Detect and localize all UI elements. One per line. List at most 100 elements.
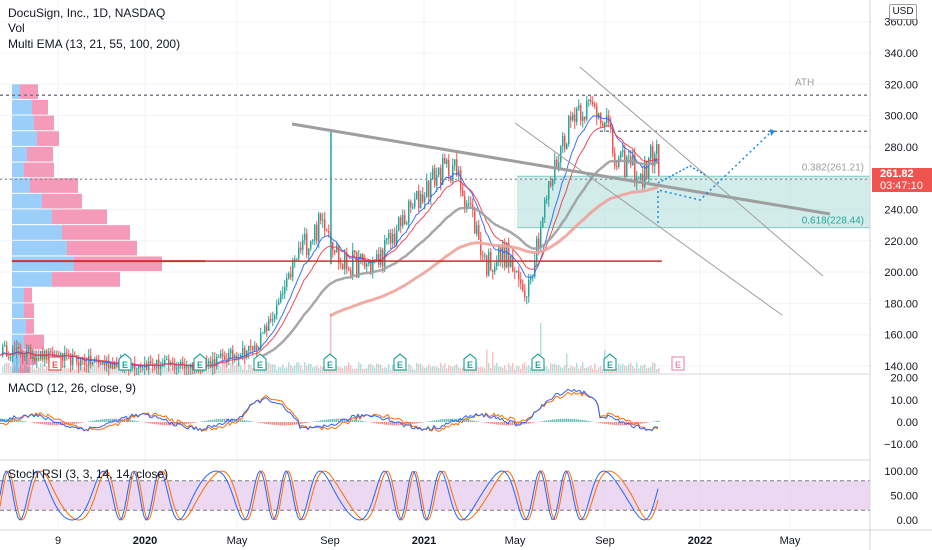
- volume-bar: [594, 363, 596, 373]
- volume-bar: [286, 367, 288, 373]
- volume-bar: [292, 367, 294, 373]
- volume-bar: [624, 365, 626, 373]
- earnings-letter: E: [607, 360, 613, 370]
- y-tick-label: 340.00: [884, 48, 918, 60]
- candle-body: [326, 230, 328, 232]
- macd-histogram-bar: [484, 422, 486, 423]
- volume-bar: [580, 366, 582, 373]
- candle-body: [624, 150, 626, 177]
- earnings-badge: [118, 353, 132, 371]
- candle-body: [4, 345, 6, 347]
- macd-histogram-bar: [416, 422, 418, 424]
- candle-body: [266, 326, 268, 331]
- fib-618-label: 0.618(228.44): [802, 216, 864, 227]
- vp-row-down: [62, 225, 130, 240]
- volume-bar: [288, 362, 290, 373]
- candle-body: [650, 146, 652, 159]
- macd-histogram-bar: [444, 419, 446, 422]
- volume-bar: [452, 366, 454, 373]
- candle-body: [74, 354, 76, 356]
- macd-histogram-bar: [608, 422, 610, 425]
- volume-bar: [44, 369, 46, 373]
- macd-histogram-bar: [166, 422, 168, 426]
- macd-histogram-bar: [580, 419, 582, 422]
- stoch-tick-label: 0.00: [897, 515, 918, 527]
- macd-histogram-bar: [546, 420, 548, 422]
- candle-body: [558, 162, 560, 169]
- volume-bar: [398, 369, 400, 373]
- volume-bar: [248, 364, 250, 373]
- y-tick-label: 320.00: [884, 79, 918, 91]
- candle-body: [410, 201, 412, 208]
- candle-body: [230, 349, 232, 354]
- macd-histogram-bar: [214, 419, 216, 422]
- volume-bar: [646, 368, 648, 373]
- volume-bar: [622, 363, 624, 373]
- candle-body: [512, 255, 514, 272]
- candle-body: [8, 356, 10, 358]
- candle-body: [432, 168, 434, 180]
- volume-bar: [234, 365, 236, 373]
- volume-bar: [162, 362, 164, 373]
- macd-histogram-bar: [502, 422, 504, 426]
- candle-body: [422, 194, 424, 202]
- macd-histogram-bar: [240, 419, 242, 422]
- macd-histogram-bar: [622, 422, 624, 426]
- macd-histogram-bar: [266, 422, 268, 424]
- candle-body: [76, 355, 78, 363]
- candle-body: [466, 203, 468, 208]
- volume-bar: [482, 367, 484, 373]
- macd-histogram-bar: [156, 422, 158, 425]
- earnings-letter: E: [675, 360, 681, 370]
- candle-body: [578, 105, 580, 109]
- volume-bar: [48, 369, 50, 373]
- candle-body: [534, 260, 536, 277]
- candle-body: [360, 253, 362, 257]
- projection-long: [657, 132, 771, 223]
- candle-body: [278, 302, 280, 305]
- candle-body: [488, 252, 490, 276]
- macd-histogram-bar: [36, 422, 38, 424]
- macd-histogram-bar: [364, 421, 366, 422]
- candle-body: [588, 99, 590, 101]
- macd-histogram-bar: [64, 422, 66, 426]
- macd-histogram-bar: [356, 420, 358, 422]
- macd-histogram-bar: [306, 422, 308, 423]
- candle-body: [276, 304, 278, 316]
- macd-histogram-bar: [372, 422, 374, 423]
- macd-histogram-bar: [524, 422, 526, 425]
- volume-bar: [294, 365, 296, 373]
- volume-bar: [230, 362, 232, 373]
- candle-body: [304, 233, 306, 240]
- macd-histogram-bar: [388, 422, 390, 426]
- macd-histogram-bar: [418, 422, 420, 424]
- earnings-marker: E: [393, 353, 407, 371]
- macd-histogram-bar: [274, 422, 276, 425]
- earnings-badge: [48, 356, 62, 371]
- vp-row-up: [12, 193, 42, 209]
- currency-badge[interactable]: USD: [889, 4, 917, 20]
- macd-histogram-bar: [246, 420, 248, 422]
- volume-bar: [456, 364, 458, 373]
- macd-histogram-bar: [476, 421, 478, 422]
- candle-body: [412, 206, 414, 208]
- macd-histogram-bar: [232, 418, 234, 422]
- macd-histogram-bar: [146, 422, 148, 423]
- vp-row-up: [12, 146, 27, 162]
- volume-bar: [10, 366, 12, 373]
- candle-body: [328, 231, 330, 233]
- candle-body: [576, 108, 578, 123]
- volume-bar: [620, 365, 622, 373]
- volume-bar: [390, 369, 392, 373]
- volume-bar: [562, 367, 564, 373]
- candle-body: [184, 364, 186, 369]
- macd-histogram-bar: [474, 420, 476, 422]
- candle-body: [542, 217, 544, 228]
- volume-bar: [650, 366, 652, 373]
- macd-histogram-bar: [562, 418, 564, 422]
- volume-bar: [644, 364, 646, 373]
- earnings-marker: E: [463, 353, 477, 371]
- macd-histogram-bar: [566, 418, 568, 422]
